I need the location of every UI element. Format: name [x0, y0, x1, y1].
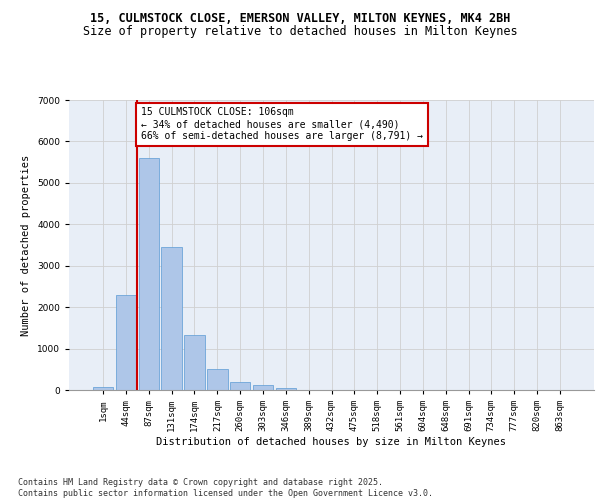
Bar: [184, 336, 205, 390]
Text: Contains HM Land Registry data © Crown copyright and database right 2025.
Contai: Contains HM Land Registry data © Crown c…: [18, 478, 433, 498]
Text: Size of property relative to detached houses in Milton Keynes: Size of property relative to detached ho…: [83, 25, 517, 38]
Bar: [161, 247, 182, 390]
Bar: [207, 369, 227, 390]
Bar: [230, 382, 250, 390]
Y-axis label: Number of detached properties: Number of detached properties: [22, 154, 31, 336]
Text: 15, CULMSTOCK CLOSE, EMERSON VALLEY, MILTON KEYNES, MK4 2BH: 15, CULMSTOCK CLOSE, EMERSON VALLEY, MIL…: [90, 12, 510, 26]
Bar: [275, 388, 296, 390]
Bar: [93, 387, 113, 390]
X-axis label: Distribution of detached houses by size in Milton Keynes: Distribution of detached houses by size …: [157, 437, 506, 447]
Bar: [116, 294, 136, 390]
Text: 15 CULMSTOCK CLOSE: 106sqm
← 34% of detached houses are smaller (4,490)
66% of s: 15 CULMSTOCK CLOSE: 106sqm ← 34% of deta…: [141, 108, 423, 140]
Bar: [139, 158, 159, 390]
Bar: [253, 386, 273, 390]
